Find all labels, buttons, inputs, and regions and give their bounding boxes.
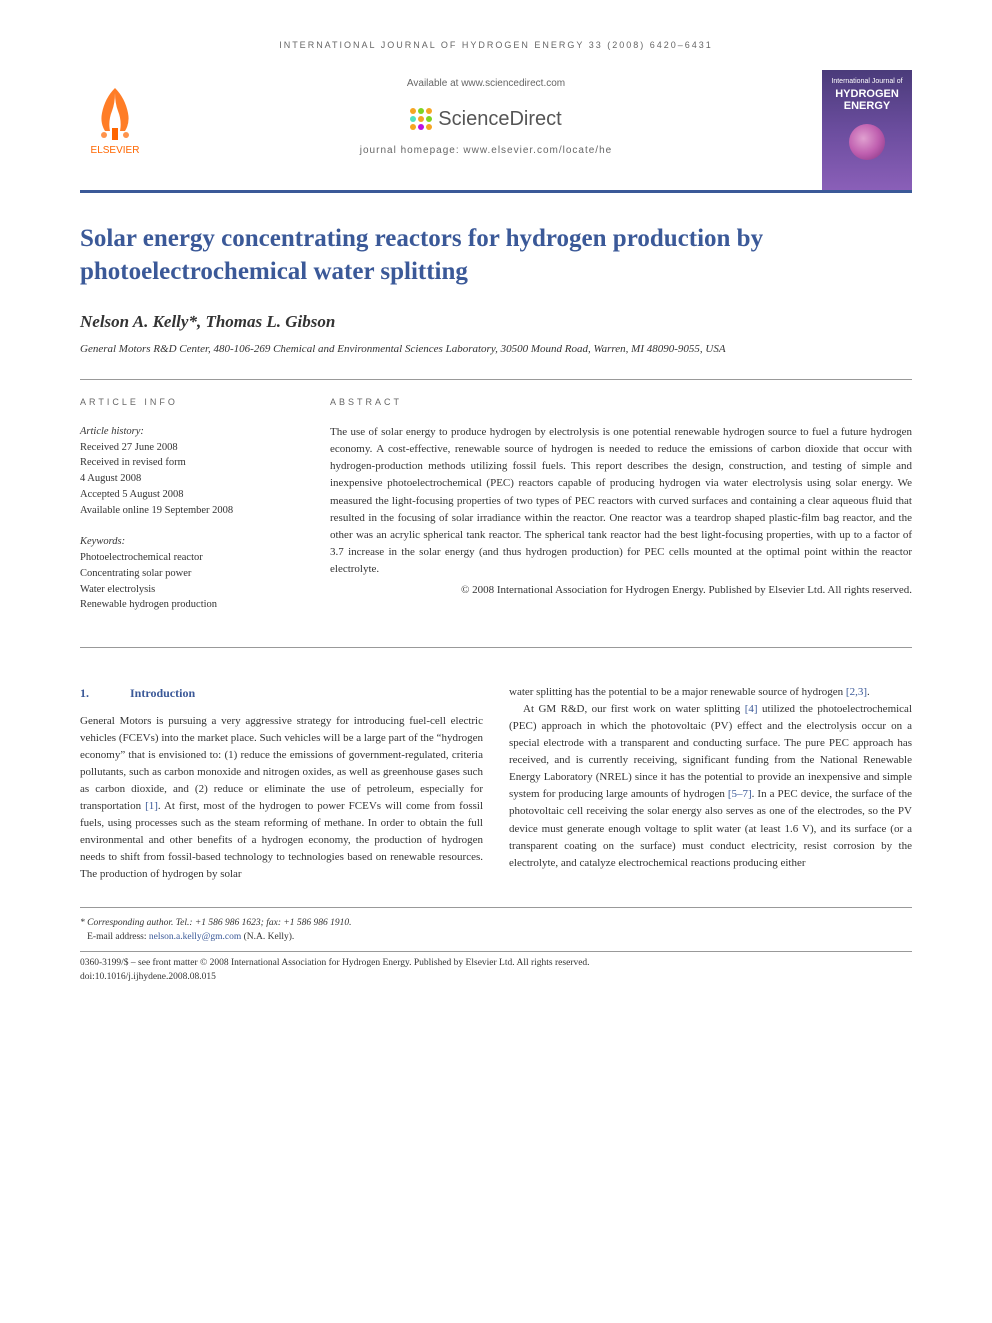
section-title: Introduction	[130, 686, 195, 700]
paragraph: At GM R&D, our first work on water split…	[509, 701, 912, 871]
journal-homepage: journal homepage: www.elsevier.com/locat…	[162, 145, 810, 156]
online-date: Available online 19 September 2008	[80, 503, 300, 519]
keyword: Photoelectrochemical reactor	[80, 550, 300, 566]
email-link[interactable]: nelson.a.kelly@gm.com	[149, 932, 241, 942]
keywords-label: Keywords:	[80, 534, 300, 550]
section-1-heading: 1.Introduction	[80, 684, 483, 703]
elsevier-tree-icon	[90, 83, 140, 143]
footer-divider: 0360-3199/$ – see front matter © 2008 In…	[80, 951, 912, 985]
received-date: Received 27 June 2008	[80, 440, 300, 456]
history-block: Article history: Received 27 June 2008 R…	[80, 424, 300, 519]
center-header: Available at www.sciencedirect.com Scien…	[162, 70, 810, 164]
affiliation: General Motors R&D Center, 480-106-269 C…	[80, 342, 912, 357]
sd-dots-icon	[410, 108, 432, 130]
cover-hydrogen: HYDROGEN	[835, 88, 899, 100]
abstract-text: The use of solar energy to produce hydro…	[330, 424, 912, 577]
cover-energy: ENERGY	[844, 100, 890, 112]
article-info: ARTICLE INFO Article history: Received 2…	[80, 396, 300, 629]
section-num: 1.	[80, 684, 130, 703]
ref-link[interactable]: [4]	[745, 703, 758, 715]
authors: Nelson A. Kelly*, Thomas L. Gibson	[80, 312, 912, 332]
abstract-heading: ABSTRACT	[330, 396, 912, 410]
article-title: Solar energy concentrating reactors for …	[80, 223, 912, 288]
cover-toptext: International Journal of	[831, 78, 902, 86]
ref-link[interactable]: [2,3]	[846, 686, 867, 698]
cover-graphic	[849, 124, 885, 160]
email-line: E-mail address: nelson.a.kelly@gm.com (N…	[80, 930, 912, 944]
body-text: 1.Introduction General Motors is pursuin…	[80, 684, 912, 883]
corresponding-author: * Corresponding author. Tel.: +1 586 986…	[80, 916, 912, 930]
column-right: water splitting has the potential to be …	[509, 684, 912, 883]
sd-brand-text: ScienceDirect	[438, 108, 561, 131]
front-matter-line: 0360-3199/$ – see front matter © 2008 In…	[80, 956, 912, 970]
history-label: Article history:	[80, 424, 300, 440]
abstract-copyright: © 2008 International Association for Hyd…	[330, 582, 912, 599]
sciencedirect-logo: ScienceDirect	[410, 108, 561, 131]
info-abstract-block: ARTICLE INFO Article history: Received 2…	[80, 379, 912, 648]
running-header: INTERNATIONAL JOURNAL OF HYDROGEN ENERGY…	[80, 40, 912, 50]
article-info-heading: ARTICLE INFO	[80, 396, 300, 410]
revised-line2: 4 August 2008	[80, 471, 300, 487]
keyword: Renewable hydrogen production	[80, 597, 300, 613]
elsevier-logo: ELSEVIER	[80, 70, 150, 160]
keywords-block: Keywords: Photoelectrochemical reactor C…	[80, 534, 300, 613]
accepted-date: Accepted 5 August 2008	[80, 487, 300, 503]
revised-line1: Received in revised form	[80, 455, 300, 471]
column-left: 1.Introduction General Motors is pursuin…	[80, 684, 483, 883]
doi-line: doi:10.1016/j.ijhydene.2008.08.015	[80, 970, 912, 984]
paragraph: General Motors is pursuing a very aggres…	[80, 713, 483, 883]
elsevier-text: ELSEVIER	[91, 145, 140, 156]
keyword: Concentrating solar power	[80, 566, 300, 582]
journal-header: ELSEVIER Available at www.sciencedirect.…	[80, 70, 912, 193]
footer: * Corresponding author. Tel.: +1 586 986…	[80, 907, 912, 984]
abstract: ABSTRACT The use of solar energy to prod…	[330, 396, 912, 629]
available-at: Available at www.sciencedirect.com	[162, 78, 810, 89]
ref-link[interactable]: [1]	[145, 800, 158, 812]
journal-cover: International Journal of HYDROGEN ENERGY	[822, 70, 912, 190]
ref-link[interactable]: [5–7]	[728, 788, 752, 800]
keyword: Water electrolysis	[80, 582, 300, 598]
paragraph: water splitting has the potential to be …	[509, 684, 912, 701]
